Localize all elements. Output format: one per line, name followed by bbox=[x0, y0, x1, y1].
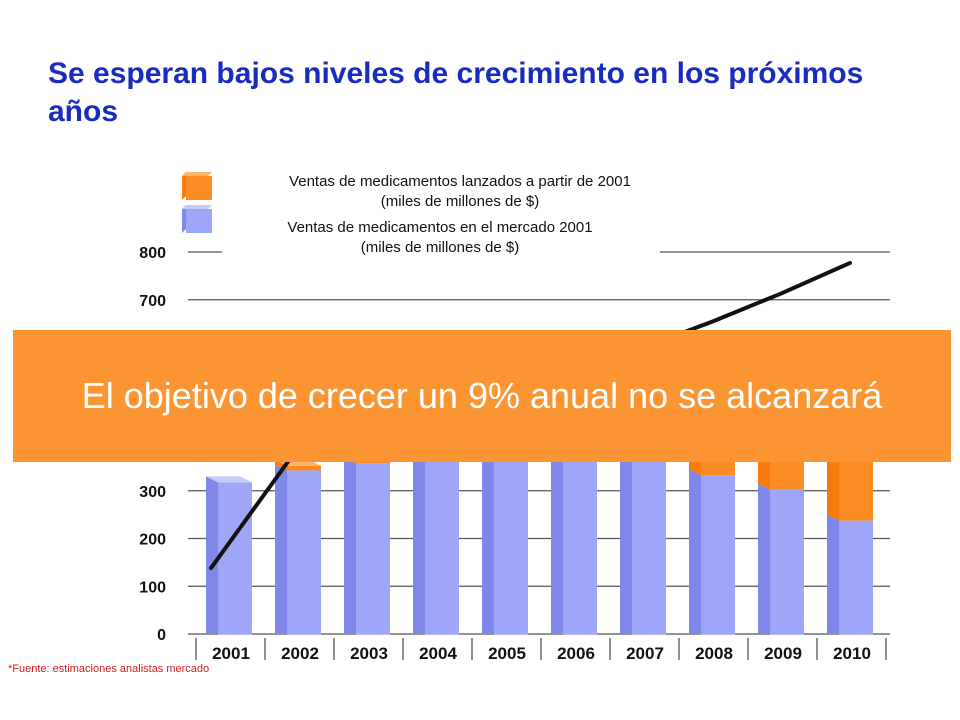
legend-swatch-top bbox=[182, 172, 212, 176]
x-tick-label: 2004 bbox=[419, 644, 457, 663]
x-tick-label: 2006 bbox=[557, 644, 595, 663]
x-tick-label: 2003 bbox=[350, 644, 388, 663]
y-tick-label: 800 bbox=[139, 245, 166, 262]
bar-market-2001 bbox=[494, 456, 528, 635]
bar-market-2001 bbox=[287, 470, 321, 635]
bar-market-2001 bbox=[425, 458, 459, 635]
legend-swatch-top bbox=[182, 205, 212, 209]
legend-swatch-side bbox=[182, 172, 186, 200]
x-tick-label: 2008 bbox=[695, 644, 733, 663]
bar-side-market-2001 bbox=[551, 450, 563, 634]
legend-swatch bbox=[186, 176, 212, 200]
bar-side-market-2001 bbox=[206, 476, 218, 634]
bar-side-market-2001 bbox=[689, 469, 701, 634]
x-tick-label: 2009 bbox=[764, 644, 802, 663]
bar-side-market-2001 bbox=[620, 454, 632, 634]
goal-banner-text: El objetivo de crecer un 9% anual no se … bbox=[81, 375, 883, 416]
bar-market-2001 bbox=[839, 520, 873, 635]
x-tick-label: 2010 bbox=[833, 644, 871, 663]
x-tick-label: 2001 bbox=[212, 644, 250, 663]
page-title: Se esperan bajos niveles de crecimiento … bbox=[48, 57, 864, 128]
bar-side-market-2001 bbox=[413, 452, 425, 634]
bar-side-market-2001 bbox=[827, 514, 839, 634]
y-tick-label: 100 bbox=[139, 579, 166, 596]
x-tick-label: 2005 bbox=[488, 644, 526, 663]
y-tick-label: 200 bbox=[139, 532, 166, 549]
bar-side-market-2001 bbox=[344, 457, 356, 634]
goal-banner: El objetivo de crecer un 9% anual no se … bbox=[13, 330, 951, 462]
legend-label-market-2001: Ventas de medicamentos en el mercado 200… bbox=[287, 219, 593, 256]
legend-swatch bbox=[186, 209, 212, 233]
y-tick-label: 700 bbox=[139, 293, 166, 310]
x-tick-label: 2002 bbox=[281, 644, 319, 663]
bar-market-2001 bbox=[563, 456, 597, 635]
bar-side-market-2001 bbox=[758, 483, 770, 634]
y-tick-label: 0 bbox=[157, 627, 166, 644]
bar-market-2001 bbox=[632, 460, 666, 635]
source-note: *Fuente: estimaciones analistas mercado bbox=[8, 663, 210, 675]
legend-swatch-side bbox=[182, 205, 186, 233]
bar-top-market-2001 bbox=[206, 476, 252, 483]
bar-market-2001 bbox=[356, 463, 390, 635]
x-tick-label: 2007 bbox=[626, 644, 664, 663]
bar-market-2001 bbox=[770, 489, 804, 635]
bar-market-2001 bbox=[701, 475, 735, 635]
bar-side-market-2001 bbox=[482, 450, 494, 634]
bar-market-2001 bbox=[218, 482, 252, 635]
legend-label-new-drugs: Ventas de medicamentos lanzados a partir… bbox=[289, 173, 631, 210]
y-tick-label: 300 bbox=[139, 484, 166, 501]
bar-side-market-2001 bbox=[275, 464, 287, 634]
bar-new-drugs bbox=[287, 465, 321, 471]
